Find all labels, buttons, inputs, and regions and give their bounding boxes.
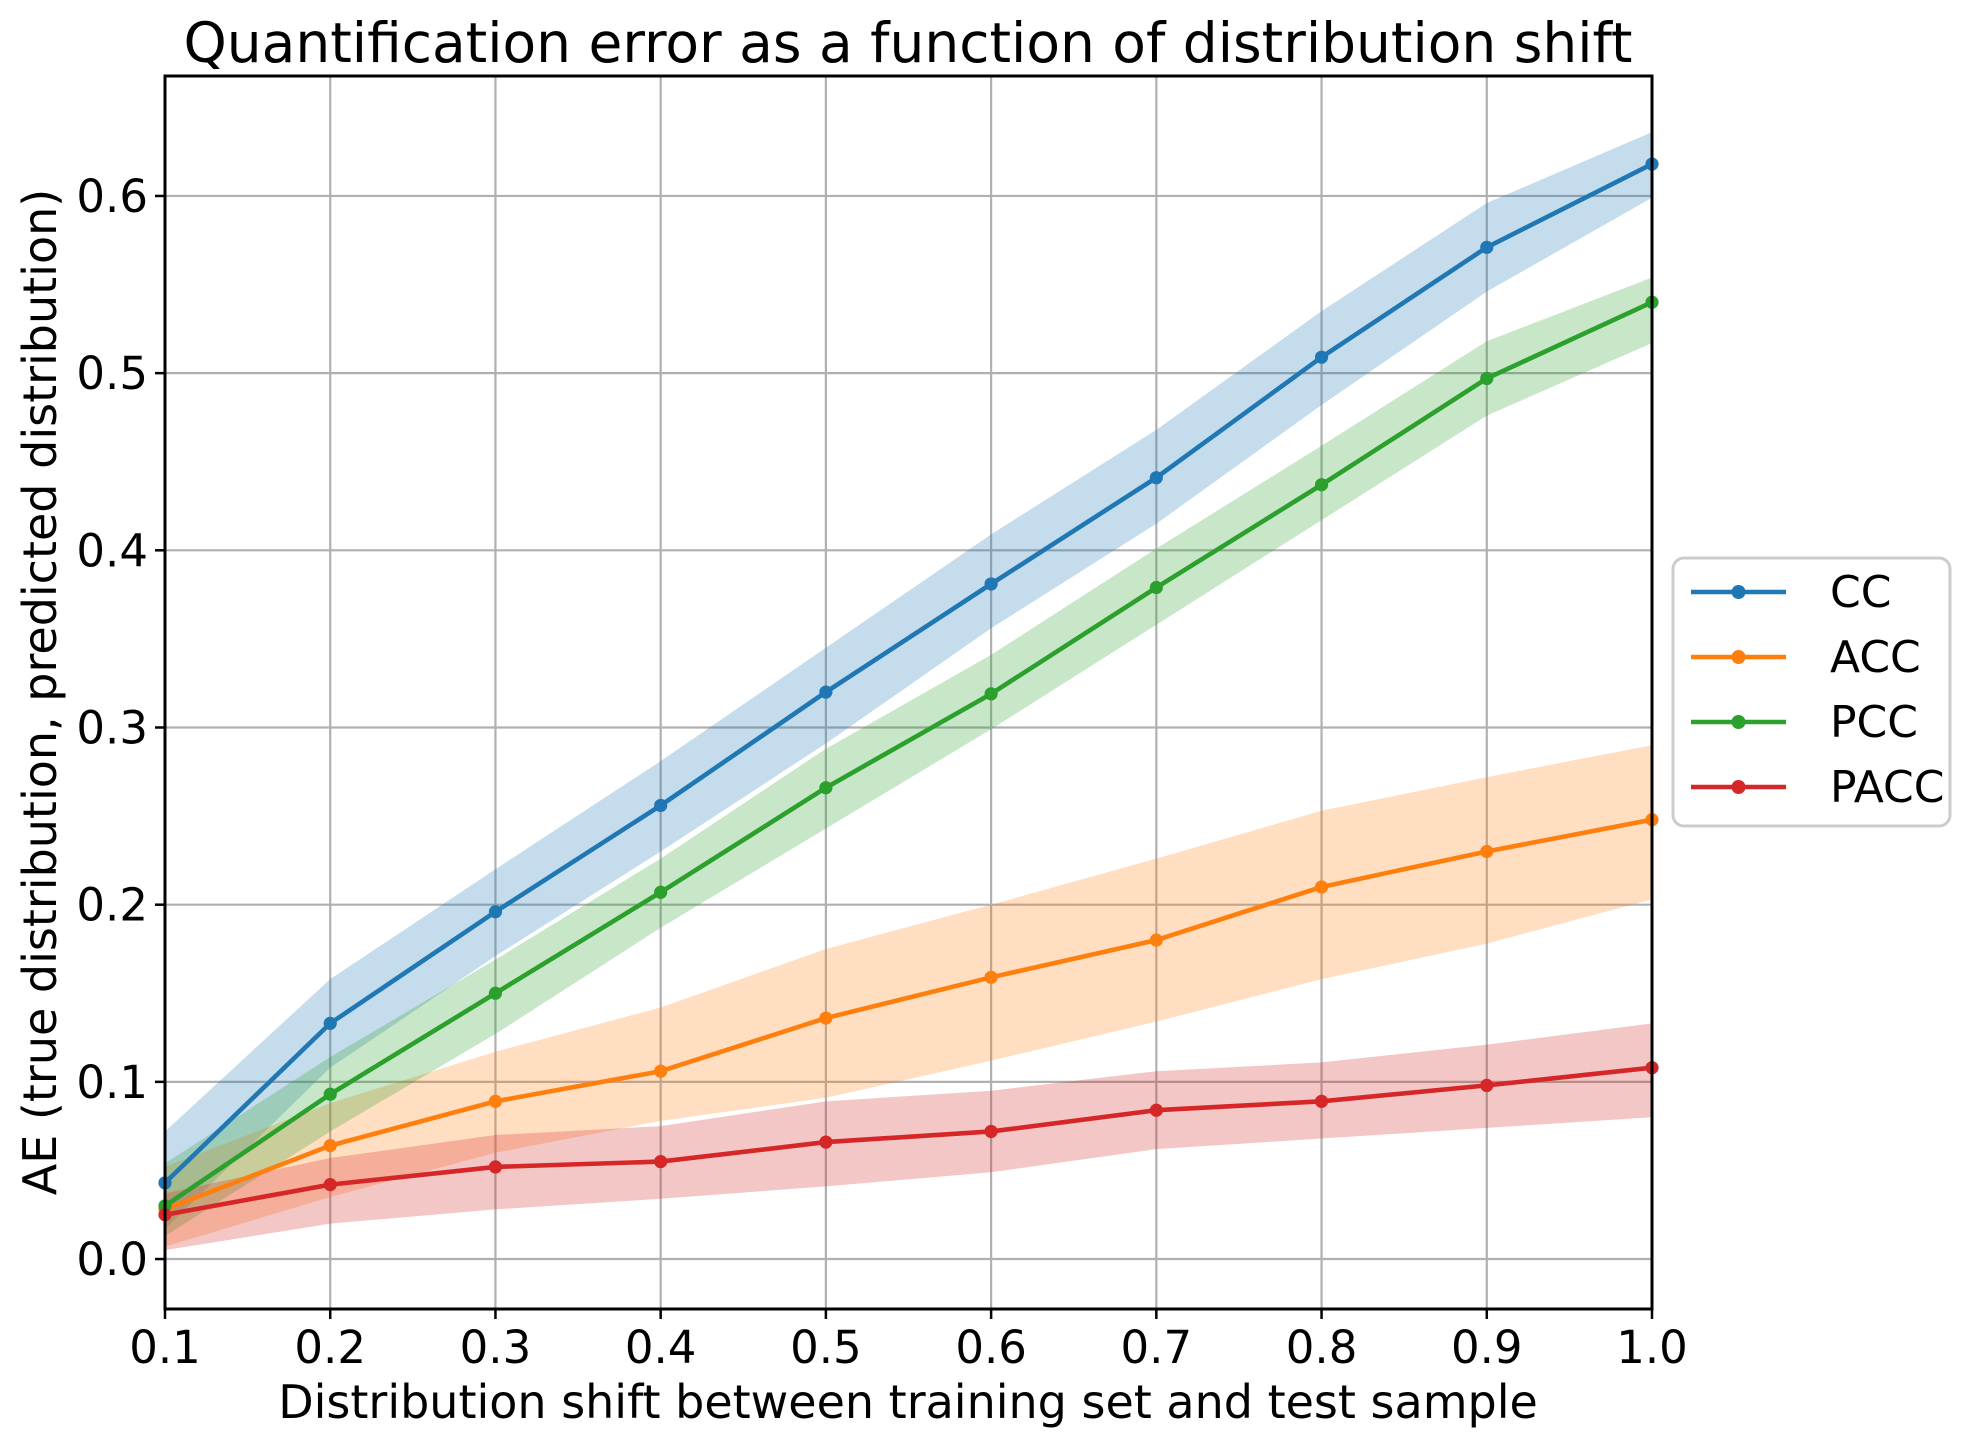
band-pcc [165,277,1652,1237]
marker-cc [323,1016,337,1030]
marker-acc [488,1094,503,1108]
x-tick-label: 0.9 [1451,1321,1523,1374]
legend-item-pcc: PCC [1691,697,1918,748]
marker-cc [488,905,503,919]
x-tick-labels: 0.1 0.2 0.3 0.4 0.5 0.6 0.7 0.8 0.9 1.0 [129,1321,1688,1374]
marker-pcc [1314,478,1329,492]
x-axis-label: Distribution shift between training set … [278,1375,1538,1429]
legend-marker [1731,585,1746,599]
legend-marker [1731,650,1746,664]
marker-pacc [819,1135,833,1149]
marker-pcc [819,781,833,795]
marker-acc [323,1139,337,1153]
y-tick-label: 0.5 [76,347,148,400]
line-cc [162,161,1655,1186]
y-tick-label: 0.3 [76,701,148,754]
legend-item-label: CC [1830,567,1891,618]
x-tick-label: 0.5 [790,1321,862,1374]
marker-cc [1480,240,1494,254]
series-lines [158,157,1659,1222]
x-tick-label: 0.3 [460,1321,532,1374]
legend-item-label: PACC [1830,762,1945,813]
y-tick-labels: 0.0 0.1 0.2 0.3 0.4 0.5 0.6 [76,170,148,1286]
x-tick-label: 0.6 [955,1321,1027,1374]
marker-pacc [654,1154,668,1169]
y-tick-label: 0.6 [76,170,148,223]
y-tick-label: 0.4 [76,524,148,577]
marker-cc [819,685,833,699]
x-tick-label: 0.8 [1286,1321,1358,1374]
x-tick-label: 0.7 [1121,1321,1193,1374]
marker-acc [819,1011,833,1025]
line-acc [162,817,1655,1212]
legend-marker [1731,780,1746,794]
marker-pcc [654,885,668,899]
marker-pcc [1149,580,1163,595]
marker-pacc [1149,1103,1163,1117]
marker-pacc [1314,1094,1329,1108]
marker-pcc [488,986,503,1000]
y-tick-label: 0.1 [76,1056,148,1109]
marker-acc [1314,880,1329,894]
line-pacc [162,1065,1655,1218]
marker-pcc [984,687,998,701]
line-pcc [162,299,1655,1209]
axis-ticks [155,194,1654,1319]
legend-item-label: PCC [1830,697,1918,748]
legend-box [1671,556,1952,828]
x-tick-label: 0.1 [129,1321,201,1374]
legend-item-pacc: PACC [1691,762,1945,813]
marker-pacc [323,1178,337,1192]
chart-title: Quantification error as a function of di… [184,11,1633,75]
legend-marker [1731,715,1746,729]
marker-pcc [323,1087,337,1101]
marker-pcc [1480,371,1494,386]
marker-pacc [1480,1078,1494,1092]
y-axis-label: AE (true distribution, predicted distrib… [13,189,67,1195]
marker-pacc [984,1124,998,1139]
band-cc [165,132,1652,1229]
x-tick-label: 0.4 [625,1321,697,1374]
marker-pacc [488,1160,503,1174]
marker-cc [984,577,998,591]
y-tick-label: 0.2 [76,879,148,932]
plot-border [163,74,1654,1311]
y-tick-label: 0.0 [76,1233,148,1286]
legend-item-cc: CC [1691,567,1891,618]
legend: CC ACC PCC PACC [1671,556,1952,828]
marker-acc [1480,844,1494,859]
legend-item-acc: ACC [1691,632,1921,683]
x-tick-label: 0.2 [294,1321,366,1374]
marker-cc [654,798,668,813]
x-tick-label: 1.0 [1616,1321,1688,1374]
marker-acc [1149,933,1163,947]
axes-spines [163,74,1654,1311]
marker-cc [1149,471,1163,485]
marker-cc [1314,350,1329,364]
marker-acc [654,1064,668,1078]
marker-acc [984,970,998,984]
legend-item-label: ACC [1830,632,1921,683]
